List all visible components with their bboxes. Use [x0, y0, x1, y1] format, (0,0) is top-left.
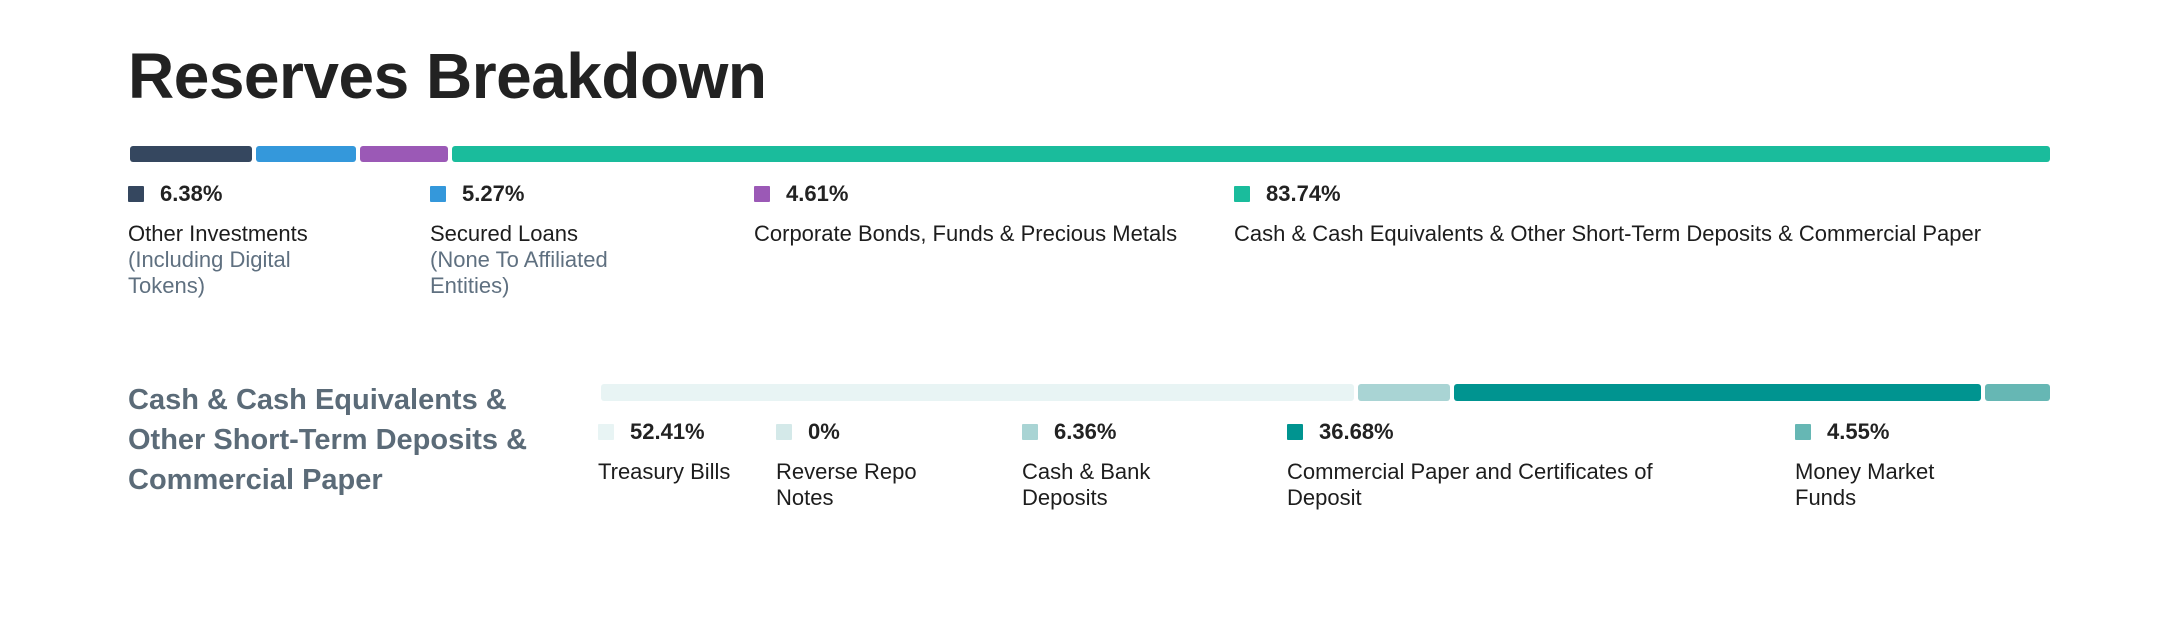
legend-percent: 0% [808, 419, 840, 444]
reserves-segment-other-investments [130, 146, 252, 162]
legend-percent: 52.41% [630, 419, 705, 444]
cash-legend-item: 4.55% Money Market Funds [1795, 417, 1995, 511]
page-title: Reserves Breakdown [128, 40, 767, 112]
legend-percent: 83.74% [1266, 181, 1341, 206]
cash-segment-money-market-funds [1984, 384, 2050, 401]
cash-segment-treasury-bills [601, 384, 1355, 401]
legend-label: Money Market Funds [1795, 459, 1935, 510]
legend-label: Cash & Bank Deposits [1022, 459, 1151, 510]
legend-swatch [754, 186, 770, 202]
legend-label: Corporate Bonds, Funds & Precious Metals [754, 221, 1178, 246]
legend-swatch [1022, 424, 1038, 440]
cash-legend-item: 36.68% Commercial Paper and Certificates … [1287, 417, 1727, 511]
legend-swatch [598, 424, 614, 440]
cash-stacked-bar [601, 384, 2050, 401]
cash-legend-item: 52.41% Treasury Bills [598, 417, 738, 485]
legend-label: Treasury Bills [598, 459, 731, 484]
reserves-legend-item: 83.74% Cash & Cash Equivalents & Other Sh… [1234, 179, 2014, 247]
reserves-segment-secured-loans [255, 146, 357, 162]
cash-legend-item: 0% Reverse Repo Notes [776, 417, 976, 511]
legend-label: Reverse Repo Notes [776, 459, 917, 510]
reserves-legend-item: 6.38% Other Investments (Including Digital… [128, 179, 368, 299]
reserves-segment-corporate-bonds-funds-precious-metals [360, 146, 449, 162]
cash-section-label: Cash & Cash Equivalents & Other Short-Te… [128, 384, 528, 496]
legend-percent: 5.27% [462, 181, 525, 206]
legend-label: Secured Loans [430, 221, 578, 246]
legend-percent: 4.55% [1827, 419, 1890, 444]
legend-swatch [1287, 424, 1303, 440]
reserves-legend-item: 4.61% Corporate Bonds, Funds & Precious M… [754, 179, 1194, 247]
legend-sublabel: (None To Affiliated Entities) [430, 247, 608, 298]
legend-swatch [776, 424, 792, 440]
legend-label: Commercial Paper and Certificates of Dep… [1287, 459, 1653, 510]
legend-percent: 36.68% [1319, 419, 1394, 444]
cash-segment-cash-bank-deposits [1358, 384, 1450, 401]
reserves-stacked-bar [130, 146, 2050, 162]
legend-swatch [128, 186, 144, 202]
legend-label: Cash & Cash Equivalents & Other Short-Te… [1234, 221, 1982, 246]
reserves-legend-item: 5.27% Secured Loans (None To Affiliated En… [430, 179, 670, 299]
legend-sublabel: (Including Digital Tokens) [128, 247, 291, 298]
legend-label: Other Investments [128, 221, 308, 246]
cash-segment-commercial-paper-and-certificates-of-deposit [1453, 384, 1981, 401]
legend-percent: 6.38% [160, 181, 223, 206]
legend-swatch [430, 186, 446, 202]
legend-swatch [1234, 186, 1250, 202]
legend-percent: 4.61% [786, 181, 849, 206]
legend-percent: 6.36% [1054, 419, 1117, 444]
legend-swatch [1795, 424, 1811, 440]
reserves-segment-cash-cash-equivalents-other-short-term-deposits-commercial-paper [452, 146, 2050, 162]
cash-legend-item: 6.36% Cash & Bank Deposits [1022, 417, 1222, 511]
